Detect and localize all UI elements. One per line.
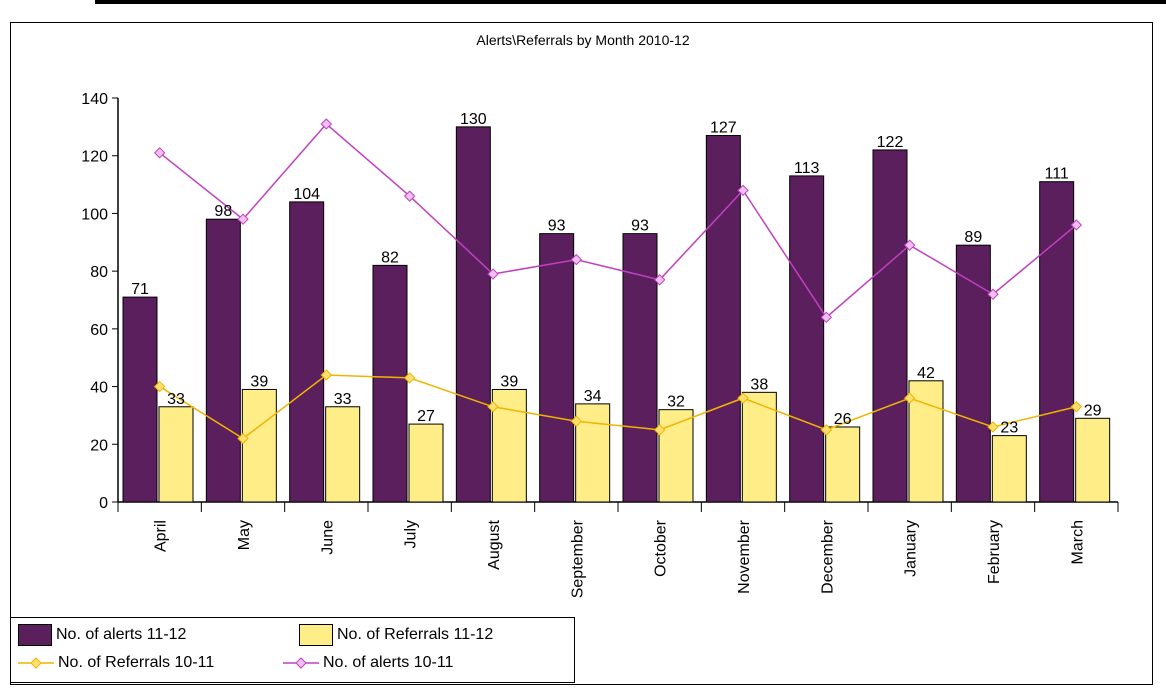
y-tick-label: 140 (81, 91, 108, 108)
x-tick-label: September (569, 519, 586, 598)
x-tick-label: March (1069, 520, 1086, 564)
bar-alerts-11-12 (540, 234, 574, 502)
data-label: 98 (214, 203, 232, 220)
legend-item-alerts-11-12: No. of alerts 11-12 (18, 624, 186, 646)
data-label: 122 (877, 134, 904, 151)
data-label: 89 (964, 229, 982, 246)
y-tick-label: 0 (99, 495, 108, 512)
data-label: 127 (710, 120, 737, 137)
bars (123, 127, 1110, 502)
legend-item-referrals-10-11: No. of Referrals 10-11 (18, 653, 214, 673)
bar-alerts-11-12 (123, 297, 157, 502)
bar-alerts-11-12 (790, 176, 824, 502)
data-label: 39 (500, 373, 518, 390)
data-label: 26 (834, 411, 852, 428)
data-label: 33 (167, 391, 185, 408)
y-tick-label: 60 (90, 322, 108, 339)
legend: No. of alerts 11-12 No. of Referrals 11-… (10, 617, 575, 683)
bar-alerts-11-12 (373, 265, 407, 502)
bar-alerts-11-12 (1040, 182, 1074, 502)
legend-label: No. of alerts 11-12 (56, 626, 186, 644)
legend-label: No. of Referrals 11-12 (337, 626, 493, 644)
bar-alerts-11-12 (706, 136, 740, 502)
x-tick-label: July (403, 520, 420, 548)
bar-alerts-11-12 (290, 202, 324, 502)
bar-alerts-11-12 (623, 234, 657, 502)
chart-title: Alerts\Referrals by Month 2010-12 (476, 32, 689, 48)
y-tick-label: 120 (81, 149, 108, 166)
data-label: 113 (794, 160, 820, 177)
data-label: 23 (1000, 420, 1018, 437)
data-label: 93 (548, 218, 566, 235)
y-tick-label: 40 (90, 380, 108, 397)
x-tick-label: June (319, 520, 336, 555)
y-tick-label: 80 (90, 264, 108, 281)
bar-alerts-11-12 (456, 127, 490, 502)
legend-item-alerts-10-11: No. of alerts 10-11 (283, 653, 453, 673)
x-tick-label: April (153, 520, 170, 552)
bar-referrals-11-12 (576, 404, 610, 502)
data-label: 39 (250, 373, 268, 390)
legend-swatch-alerts-11-12 (18, 624, 52, 646)
data-label: 27 (417, 408, 435, 425)
bar-referrals-11-12 (326, 407, 360, 502)
bar-referrals-11-12 (1076, 418, 1110, 502)
legend-line-referrals-10-11 (18, 653, 54, 673)
legend-swatch-referrals-11-12 (299, 624, 333, 646)
x-tick-label: February (986, 520, 1003, 584)
legend-line-alerts-10-11 (283, 653, 319, 673)
legend-label: No. of Referrals 10-11 (58, 654, 214, 672)
data-label: 82 (381, 249, 399, 266)
data-label: 29 (1084, 402, 1102, 419)
data-label: 93 (631, 218, 649, 235)
data-label: 33 (334, 391, 352, 408)
data-label: 71 (131, 281, 149, 298)
legend-item-referrals-11-12: No. of Referrals 11-12 (299, 624, 493, 646)
bar-referrals-11-12 (826, 427, 860, 502)
data-label: 38 (750, 376, 768, 393)
x-tick-label: November (736, 519, 753, 593)
x-tick-label: August (486, 519, 503, 569)
x-tick-label: December (819, 519, 836, 593)
data-label: 32 (667, 394, 685, 411)
data-label: 111 (1045, 166, 1069, 183)
x-tick-label: October (653, 519, 670, 577)
data-label: 104 (293, 186, 320, 203)
bar-referrals-11-12 (409, 424, 443, 502)
x-tick-label: January (903, 520, 920, 577)
data-label: 130 (460, 111, 487, 128)
x-tick-label: May (236, 520, 253, 550)
data-label: 42 (917, 365, 935, 382)
bar-alerts-11-12 (873, 150, 907, 502)
bar-referrals-11-12 (992, 436, 1026, 502)
data-label: 34 (584, 388, 602, 405)
bar-alerts-11-12 (956, 245, 990, 502)
legend-label: No. of alerts 10-11 (323, 654, 453, 672)
y-tick-label: 100 (81, 206, 108, 223)
y-tick-label: 20 (90, 437, 108, 454)
bar-referrals-11-12 (242, 389, 276, 502)
bar-alerts-11-12 (206, 219, 240, 502)
bar-referrals-11-12 (159, 407, 193, 502)
